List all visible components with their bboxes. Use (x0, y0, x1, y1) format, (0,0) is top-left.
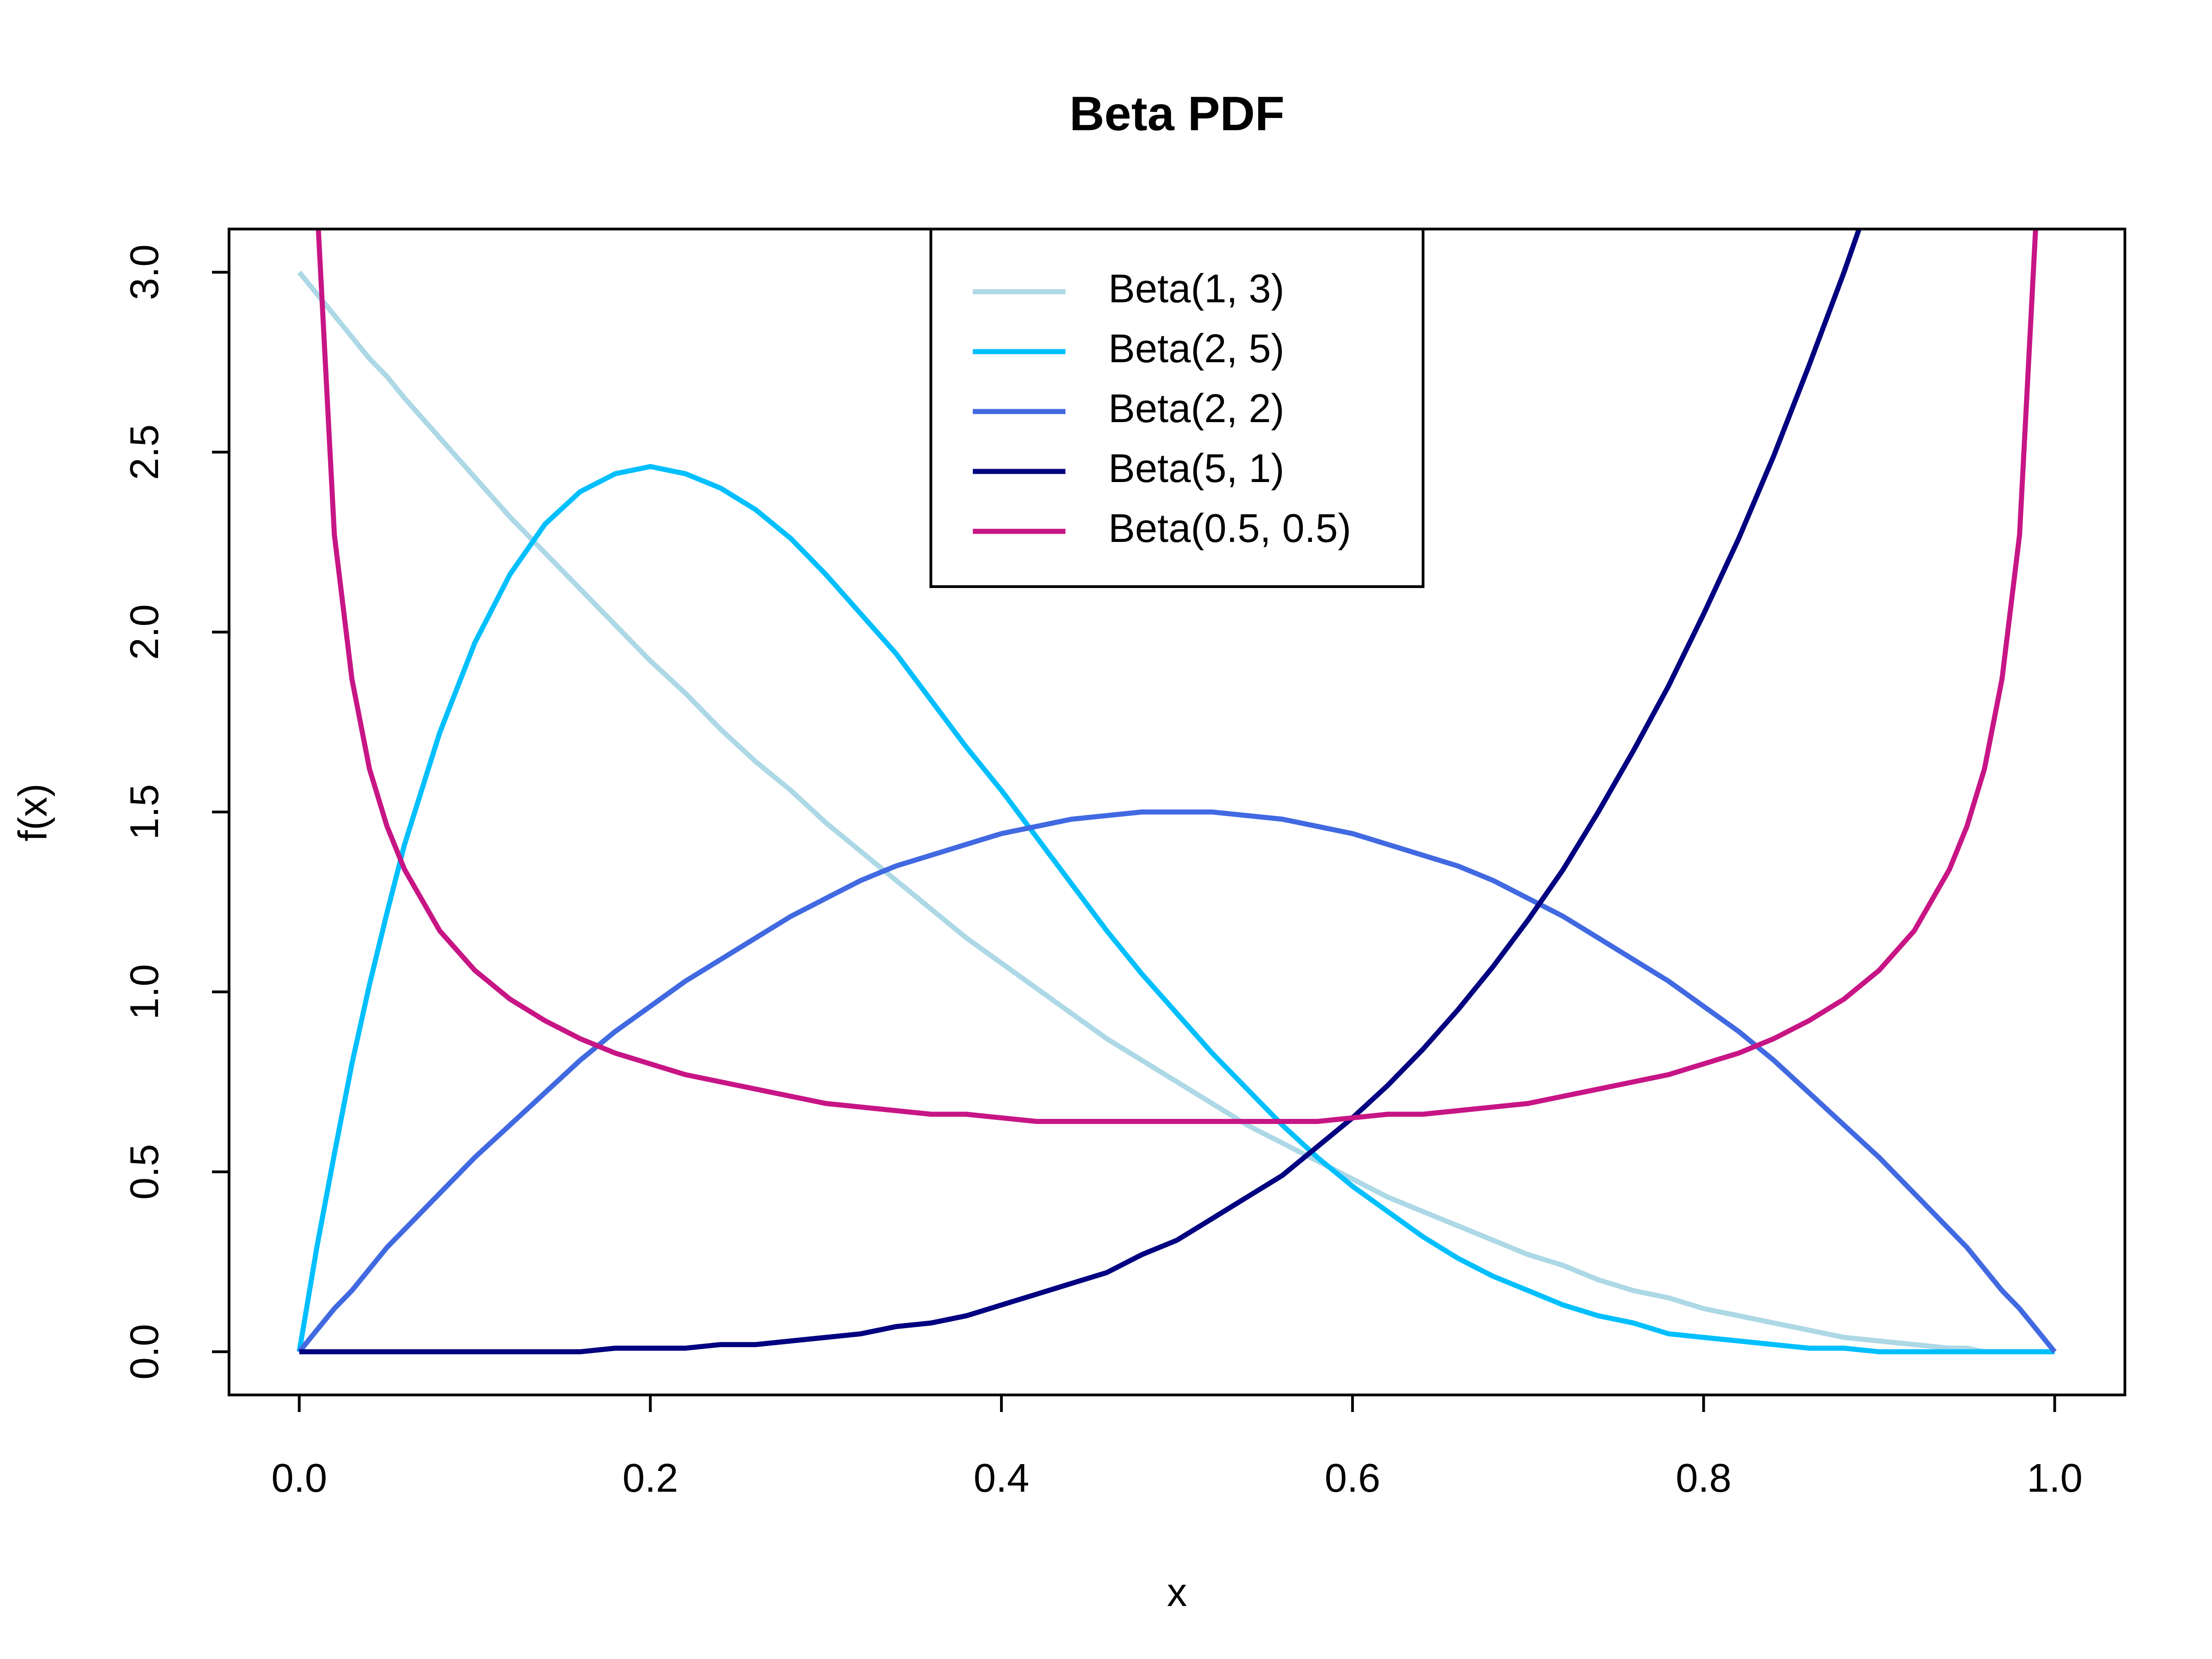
y-tick-label: 2.5 (122, 424, 167, 480)
chart-title: Beta PDF (1070, 87, 1285, 141)
y-tick-label: 1.5 (122, 784, 167, 840)
y-tick-label: 3.0 (122, 244, 167, 300)
x-tick-label: 0.6 (1324, 1456, 1380, 1500)
series-line (296, 464, 2055, 1354)
legend-label: Beta(2, 2) (1108, 386, 1284, 431)
series-line (297, 271, 2055, 1354)
y-tick-label: 0.5 (122, 1144, 167, 1200)
x-tick-label: 0.2 (623, 1456, 678, 1500)
y-tick-label: 1.0 (122, 964, 167, 1020)
x-axis-label: x (1167, 1570, 1187, 1615)
legend-box (930, 228, 1424, 588)
x-tick-label: 0.0 (271, 1456, 327, 1500)
legend-label: Beta(0.5, 0.5) (1108, 506, 1351, 551)
y-tick-label: 2.0 (122, 604, 167, 660)
plot-lines (296, 229, 2057, 1354)
x-tick-label: 0.8 (1676, 1456, 1731, 1500)
legend-label: Beta(1, 3) (1108, 266, 1284, 311)
series-line (299, 229, 1862, 1354)
x-tick-label: 0.4 (974, 1456, 1030, 1500)
series-line (316, 229, 2038, 1124)
series-line (297, 809, 2057, 1353)
y-tick-label: 0.0 (122, 1324, 167, 1380)
y-axis-label: f(x) (11, 783, 55, 841)
legend-label: Beta(5, 1) (1108, 446, 1284, 491)
legend-label: Beta(2, 5) (1108, 326, 1284, 371)
x-tick-label: 1.0 (2027, 1456, 2083, 1500)
